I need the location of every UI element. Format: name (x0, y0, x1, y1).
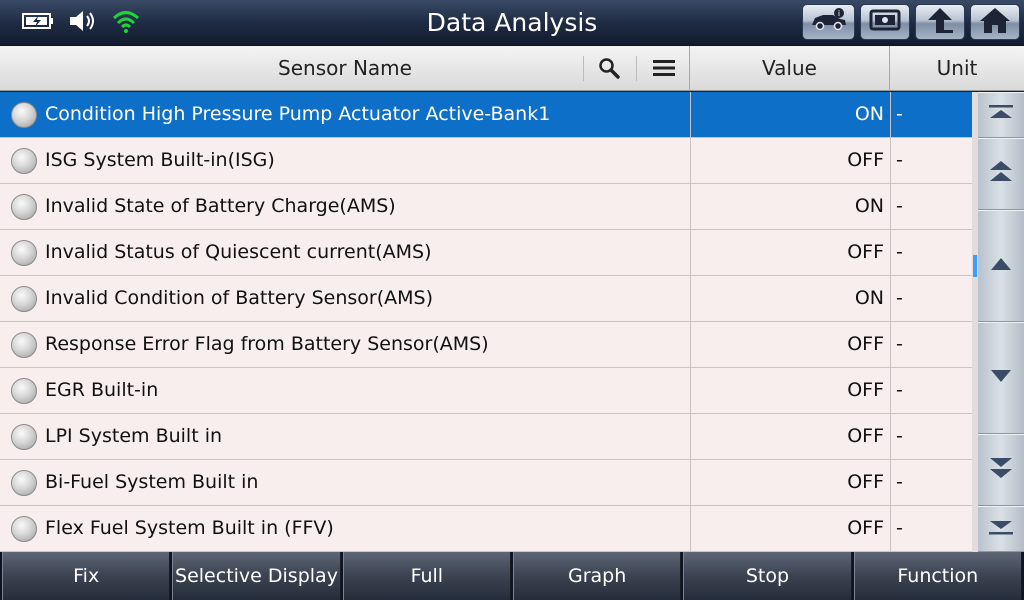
status-icons (22, 6, 140, 36)
graph-button[interactable]: Graph (512, 552, 682, 600)
menu-icon[interactable] (649, 54, 679, 82)
selective-display-button[interactable]: Selective Display (172, 552, 341, 600)
sensor-value: OFF (690, 138, 890, 183)
full-button[interactable]: Full (342, 552, 511, 600)
sensor-unit: - (890, 368, 972, 413)
row-radio-icon[interactable] (11, 516, 37, 542)
unit-header: Unit (936, 56, 978, 80)
sensor-name: Condition High Pressure Pump Actuator Ac… (45, 103, 551, 125)
sensor-value: OFF (690, 414, 890, 459)
table-header: Sensor Name Value Unit (0, 46, 1024, 91)
scrollbar-track[interactable] (972, 92, 978, 552)
table-row[interactable]: Condition High Pressure Pump Actuator Ac… (0, 92, 972, 138)
sensor-value: OFF (690, 230, 890, 275)
row-radio-icon[interactable] (11, 240, 37, 266)
back-button[interactable] (915, 4, 965, 40)
nav-buttons: i (802, 4, 1020, 40)
sensor-unit: - (890, 460, 972, 505)
page-title: Data Analysis (426, 8, 598, 37)
row-radio-icon[interactable] (11, 194, 37, 220)
scroll-to-top-icon (988, 104, 1014, 126)
scroll-down-button[interactable] (978, 322, 1024, 434)
sensor-name: Flex Fuel System Built in (FFV) (45, 517, 334, 539)
row-radio-icon[interactable] (11, 332, 37, 358)
vehicle-info-icon: i (809, 7, 849, 37)
sensor-unit: - (890, 230, 972, 275)
table-row[interactable]: EGR Built-in OFF - (0, 368, 972, 414)
screenshot-button[interactable] (860, 4, 910, 40)
table-row[interactable]: Response Error Flag from Battery Sensor(… (0, 322, 972, 368)
sensor-unit: - (890, 322, 972, 367)
chevron-up-icon (989, 256, 1013, 276)
row-radio-icon[interactable] (11, 102, 37, 128)
home-button[interactable] (970, 4, 1020, 40)
page-down-button[interactable] (978, 434, 1024, 506)
sensor-value: ON (690, 184, 890, 229)
scroll-buttons (978, 92, 1024, 552)
sensor-value: OFF (690, 322, 890, 367)
home-icon (978, 6, 1012, 38)
table-row[interactable]: Flex Fuel System Built in (FFV) OFF - (0, 506, 972, 552)
row-radio-icon[interactable] (11, 378, 37, 404)
vehicle-info-button[interactable]: i (802, 4, 855, 40)
sensor-name: Response Error Flag from Battery Sensor(… (45, 333, 489, 355)
sensor-name-header[interactable]: Sensor Name (0, 46, 690, 91)
row-radio-icon[interactable] (11, 286, 37, 312)
sensor-unit: - (890, 92, 972, 137)
sensor-value: OFF (690, 506, 890, 551)
scroll-top-button[interactable] (978, 92, 1024, 138)
wifi-icon (112, 9, 140, 33)
svg-text:i: i (837, 9, 839, 18)
speaker-icon[interactable] (68, 9, 98, 33)
sensor-name: Invalid Condition of Battery Sensor(AMS) (45, 287, 434, 309)
table-row[interactable]: LPI System Built in OFF - (0, 414, 972, 460)
search-icon[interactable] (594, 54, 624, 82)
table-row[interactable]: Invalid State of Battery Charge(AMS) ON … (0, 184, 972, 230)
row-radio-icon[interactable] (11, 148, 37, 174)
sensor-name: Invalid Status of Quiescent current(AMS) (45, 241, 432, 263)
sensor-value: ON (690, 92, 890, 137)
sensor-unit: - (890, 414, 972, 459)
screenshot-icon (868, 7, 902, 37)
title-bar: Data Analysis i (0, 0, 1024, 46)
sensor-unit: - (890, 184, 972, 229)
sensor-unit: - (890, 138, 972, 183)
fix-button[interactable]: Fix (2, 552, 171, 600)
sensor-name: ISG System Built-in(ISG) (45, 149, 275, 171)
sensor-unit: - (890, 276, 972, 321)
value-header: Value (690, 46, 890, 91)
battery-icon (22, 12, 54, 30)
table-row[interactable]: Invalid Status of Quiescent current(AMS)… (0, 230, 972, 276)
scroll-up-button[interactable] (978, 210, 1024, 322)
sensor-name: Invalid State of Battery Charge(AMS) (45, 195, 396, 217)
scroll-to-bottom-icon (988, 518, 1014, 540)
sensor-unit: - (890, 506, 972, 551)
table-row[interactable]: Invalid Condition of Battery Sensor(AMS)… (0, 276, 972, 322)
sensor-name-header-label: Sensor Name (278, 56, 412, 80)
page-up-button[interactable] (978, 138, 1024, 210)
sensor-value: OFF (690, 460, 890, 505)
table-row[interactable]: Bi-Fuel System Built in OFF - (0, 460, 972, 506)
header-divider (583, 56, 584, 81)
double-chevron-down-icon (988, 455, 1014, 485)
sensor-name: Bi-Fuel System Built in (45, 471, 259, 493)
sensor-table: Condition High Pressure Pump Actuator Ac… (0, 92, 972, 552)
row-radio-icon[interactable] (11, 470, 37, 496)
sensor-value: OFF (690, 368, 890, 413)
bottom-toolbar: Fix Selective Display Full Graph Stop Fu… (0, 552, 1024, 600)
scrollbar-thumb[interactable] (973, 255, 977, 277)
function-button[interactable]: Function (853, 552, 1022, 600)
double-chevron-up-icon (988, 159, 1014, 189)
sensor-name: LPI System Built in (45, 425, 223, 447)
header-divider (636, 56, 637, 81)
back-icon (923, 6, 957, 38)
table-row[interactable]: ISG System Built-in(ISG) OFF - (0, 138, 972, 184)
stop-button[interactable]: Stop (683, 552, 852, 600)
scroll-bottom-button[interactable] (978, 506, 1024, 552)
chevron-down-icon (989, 368, 1013, 388)
sensor-value: ON (690, 276, 890, 321)
row-radio-icon[interactable] (11, 424, 37, 450)
sensor-name: EGR Built-in (45, 379, 159, 401)
